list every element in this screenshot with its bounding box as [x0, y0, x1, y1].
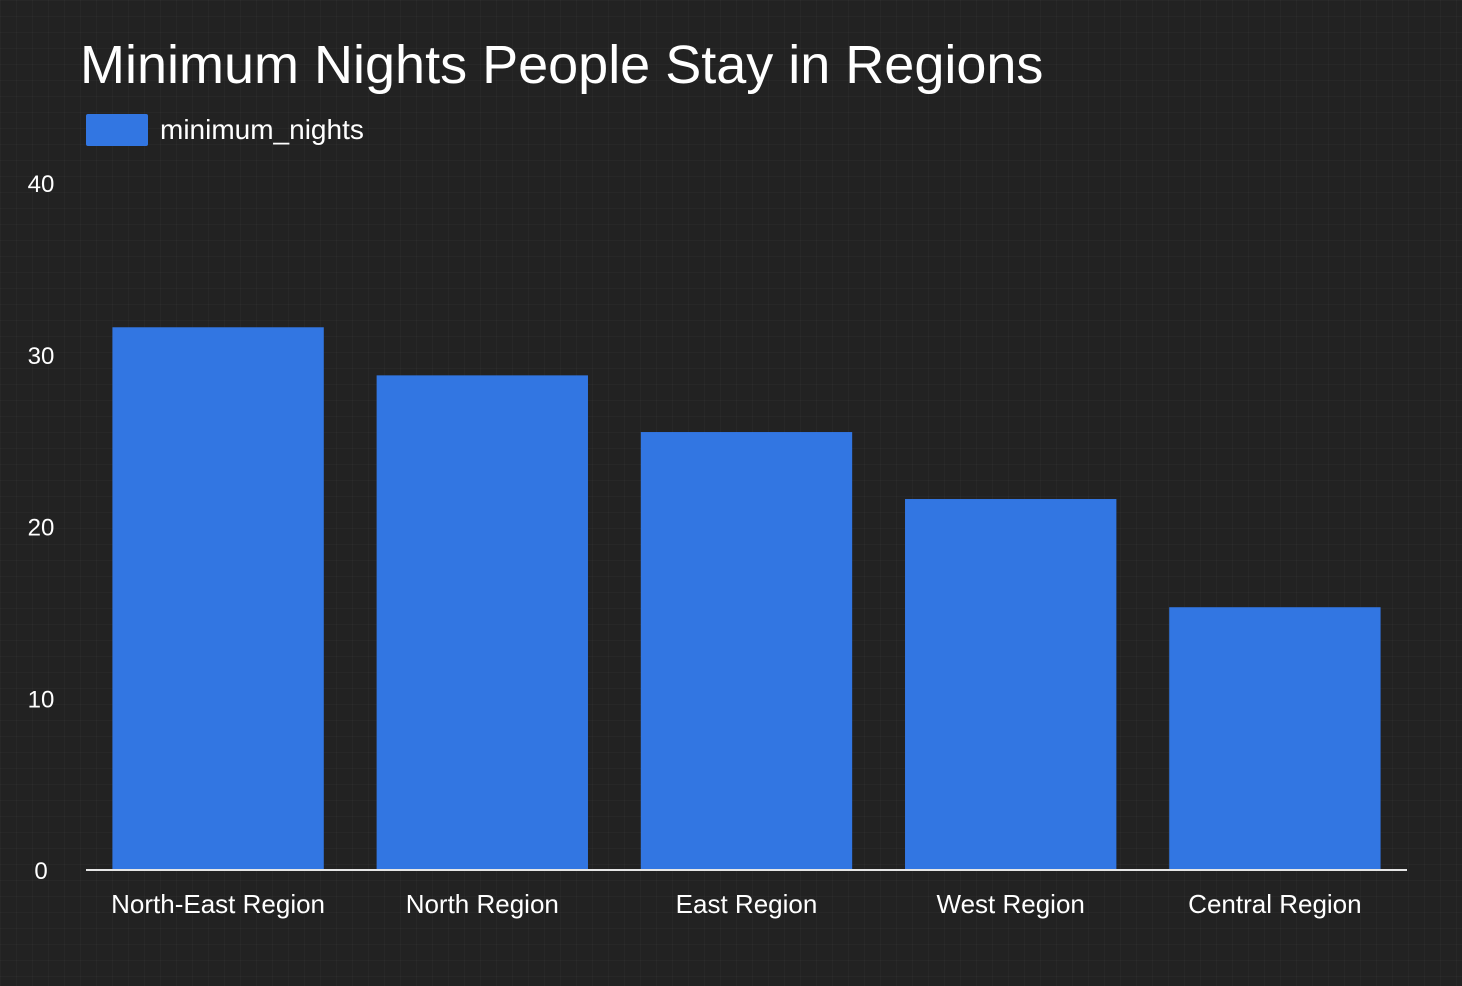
bar[interactable]	[1169, 607, 1381, 870]
bar[interactable]	[112, 327, 324, 870]
y-tick-label: 10	[28, 686, 55, 713]
x-tick-label: Central Region	[1188, 889, 1361, 919]
x-tick-label: North Region	[406, 889, 559, 919]
chart-title: Minimum Nights People Stay in Regions	[80, 35, 1044, 95]
y-tick-label: 20	[28, 515, 55, 542]
bar[interactable]	[905, 499, 1117, 870]
legend-swatch	[86, 114, 148, 146]
y-tick-label: 30	[28, 343, 55, 370]
x-tick-label: West Region	[937, 889, 1085, 919]
x-tick-label: East Region	[676, 889, 818, 919]
bar[interactable]	[640, 432, 853, 870]
legend-label: minimum_nights	[160, 114, 364, 145]
y-tick-label: 0	[34, 858, 47, 885]
y-tick-label: 40	[28, 171, 55, 198]
legend: minimum_nights	[86, 114, 364, 146]
bar[interactable]	[376, 375, 588, 870]
x-tick-label: North-East Region	[111, 889, 325, 919]
